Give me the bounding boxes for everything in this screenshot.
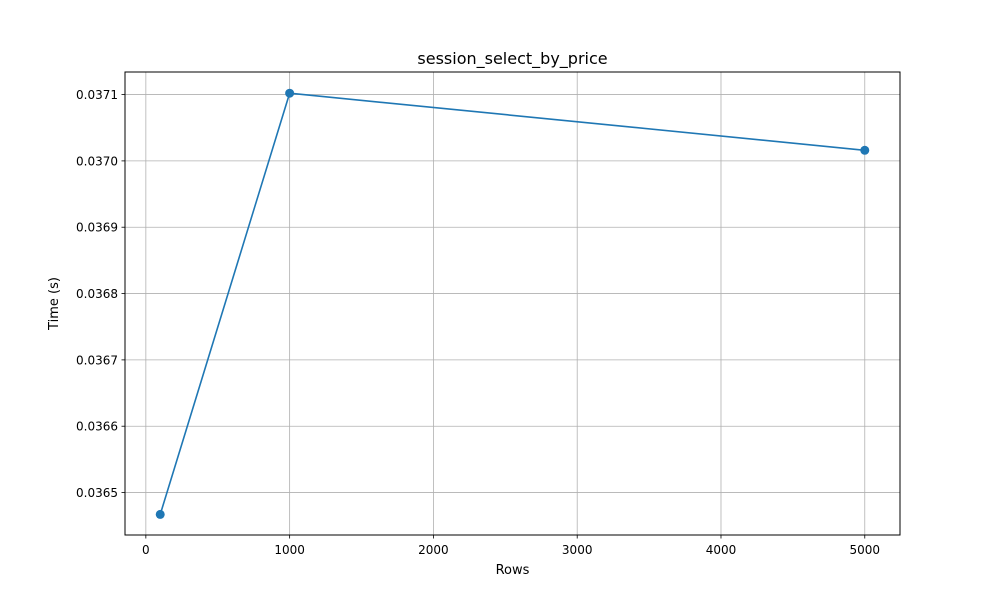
x-tick-label: 3000 [562, 543, 593, 557]
x-tick-label: 2000 [418, 543, 449, 557]
data-point-marker [155, 509, 165, 519]
y-tick-label: 0.0370 [76, 154, 118, 168]
x-tick-label: 0 [142, 543, 150, 557]
y-tick-label: 0.0367 [76, 353, 118, 367]
y-axis-label: Time (s) [47, 277, 62, 331]
x-tick-label: 5000 [849, 543, 880, 557]
y-tick-label: 0.0365 [76, 486, 118, 500]
y-tick-label: 0.0366 [76, 420, 118, 434]
data-point-marker [860, 145, 870, 155]
tick-layer: 0 1000 2000 3000 4000 5000 0.0365 0.0366 0.0367 0… [76, 88, 880, 557]
x-tick-label: 4000 [706, 543, 737, 557]
y-tick-label: 0.0371 [76, 88, 118, 102]
plot-area-background [125, 72, 900, 535]
x-axis-label: Rows [496, 563, 530, 578]
chart-title: session_select_by_price [417, 49, 607, 69]
data-point-marker [285, 88, 295, 98]
y-tick-label: 0.0368 [76, 287, 118, 301]
plot-frame [124, 71, 901, 536]
y-tick-label: 0.0369 [76, 221, 118, 235]
x-tick-label: 1000 [274, 543, 305, 557]
series-layer [155, 88, 870, 519]
